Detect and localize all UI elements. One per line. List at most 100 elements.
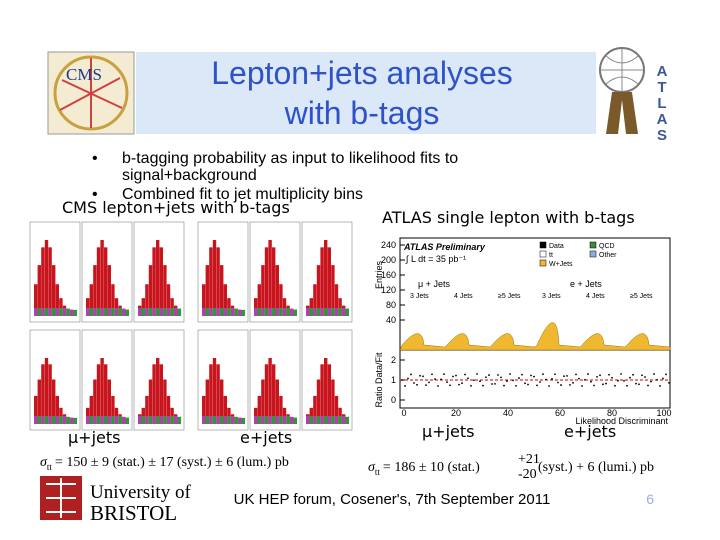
cms-bar xyxy=(34,395,38,424)
cms-bar xyxy=(282,407,287,424)
cms-bar xyxy=(279,395,283,424)
cms-bar xyxy=(202,395,206,424)
cms-bar-bkg xyxy=(216,308,220,316)
ratio-point xyxy=(467,377,469,380)
ratio-point xyxy=(626,384,628,387)
cms-bar-bkg xyxy=(257,416,261,424)
ratio-point xyxy=(617,379,619,382)
cms-bar-bkg xyxy=(62,416,67,424)
cms-bar-bkg xyxy=(104,308,108,316)
cms-bar xyxy=(316,265,321,316)
ratio-point xyxy=(446,381,448,384)
cms-bar-bkg xyxy=(316,308,321,316)
cms-bar-bkg xyxy=(170,308,174,316)
ratio-point xyxy=(494,382,496,385)
cms-bar-bkg xyxy=(145,308,149,316)
ratio-point xyxy=(413,382,415,384)
ratio-point xyxy=(461,382,463,385)
cms-bar xyxy=(89,395,93,424)
ratio-point xyxy=(587,373,589,375)
cms-bar-bkg xyxy=(241,417,245,424)
cms-bar xyxy=(324,358,328,424)
cms-logo-text: CMS xyxy=(66,65,102,84)
atlas-figure xyxy=(606,92,638,134)
page-number: 6 xyxy=(646,491,654,507)
cms-bar xyxy=(227,298,231,316)
cms-bar-bkg xyxy=(148,416,153,424)
cms-bar xyxy=(320,247,324,316)
ratio-tick-label: 2 xyxy=(391,355,396,365)
cms-bar xyxy=(209,247,213,316)
cms-bar xyxy=(96,364,101,424)
cms-bar-bkg xyxy=(177,416,181,424)
legend-swatch xyxy=(539,241,547,249)
cms-bar-bkg xyxy=(316,416,321,424)
cms-bar xyxy=(111,284,115,316)
ratio-point xyxy=(653,373,655,375)
cms-bar-bkg xyxy=(100,308,104,316)
ratio-point xyxy=(503,384,505,387)
cms-bar xyxy=(216,364,220,424)
university-logo: University of BRISTOL xyxy=(40,476,191,525)
cms-bar xyxy=(309,298,313,316)
ratio-point xyxy=(419,374,421,377)
cms-bar-bkg xyxy=(334,416,339,424)
cms-bar xyxy=(141,298,145,316)
cms-bar xyxy=(148,265,153,316)
cms-bar-bkg xyxy=(93,416,97,424)
cms-bar-bkg xyxy=(48,416,52,424)
y-tick-label: 200 xyxy=(381,255,396,265)
cms-bar-bkg xyxy=(293,309,297,316)
cms-bar-bkg xyxy=(52,416,56,424)
x-tick-label: 20 xyxy=(451,408,461,418)
cms-bar xyxy=(114,298,119,316)
cms-bar xyxy=(212,358,217,424)
result-text: (syst.) + 6 (lumi.) pb xyxy=(538,460,654,475)
atlas-letter: S xyxy=(657,127,667,144)
cms-bar-bkg xyxy=(234,308,238,316)
cms-bar xyxy=(327,247,331,316)
ratio-point xyxy=(623,379,625,382)
cms-bar-bkg xyxy=(309,308,313,316)
ratio-point xyxy=(434,378,436,381)
cms-bar xyxy=(152,247,156,316)
cms-bar xyxy=(324,240,328,316)
legend-swatch xyxy=(589,241,597,249)
cms-bar xyxy=(52,379,56,424)
jet-bin-label: ≥5 Jets xyxy=(630,293,653,300)
ratio-point xyxy=(668,381,670,384)
cms-bar xyxy=(163,265,167,316)
cms-bar-bkg xyxy=(111,308,115,316)
cms-bar-bkg xyxy=(41,416,45,424)
ratio-point xyxy=(635,382,637,385)
cms-bar-bkg xyxy=(254,416,258,424)
cms-bar xyxy=(316,379,321,424)
ratio-point xyxy=(560,384,562,386)
cms-bar-bkg xyxy=(174,416,178,424)
jet-bin-label: 4 Jets xyxy=(454,293,473,300)
x-tick-label: 40 xyxy=(503,408,513,418)
cms-bar-bkg xyxy=(118,308,122,316)
title-line: with b-tags xyxy=(284,95,440,131)
subscript: tt xyxy=(375,467,381,477)
cms-bar-bkg xyxy=(138,308,142,316)
bullet-text: Combined fit to jet multiplicity bins xyxy=(122,186,363,203)
ratio-point xyxy=(464,373,466,376)
cms-bar-bkg xyxy=(96,416,101,424)
cms-bar-bkg xyxy=(141,308,145,316)
cms-bar-bkg xyxy=(261,308,265,316)
cms-bar-bkg xyxy=(111,416,115,424)
cms-bar-bkg xyxy=(93,308,97,316)
cms-bar-bkg xyxy=(238,417,242,424)
cms-bar-bkg xyxy=(334,308,339,316)
legend-label: QCD xyxy=(599,243,615,250)
cms-bar xyxy=(34,284,38,316)
cms-bar xyxy=(166,284,171,316)
cms-bar-bkg xyxy=(89,308,93,316)
result-sub: -20 xyxy=(518,467,537,482)
ratio-point xyxy=(641,374,643,377)
cms-bar xyxy=(170,298,174,316)
cms-bar xyxy=(107,379,111,424)
y-tick-label: 120 xyxy=(381,285,396,295)
